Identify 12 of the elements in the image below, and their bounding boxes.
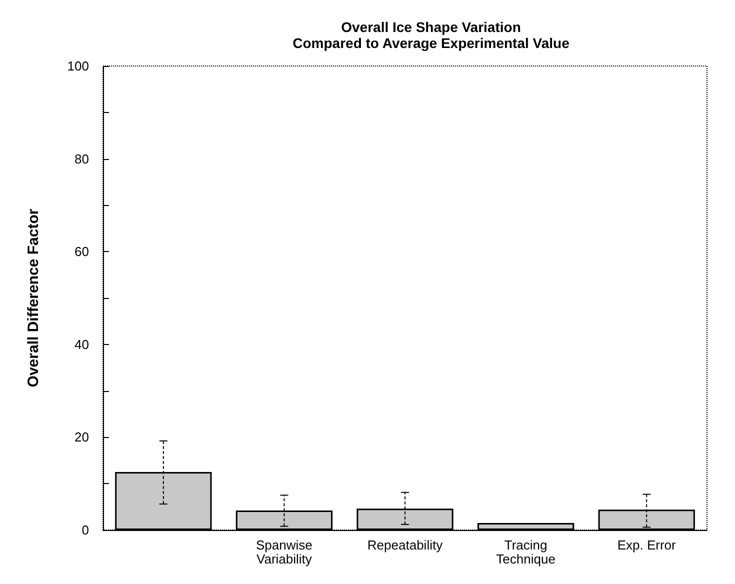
x-tick-label: Repeatability <box>367 538 444 552</box>
x-tick-label: Spanwise Variability <box>256 538 312 566</box>
x-tick-label: Tracing Technique <box>496 538 556 566</box>
y-axis-title: Overall Difference Factor <box>25 208 42 388</box>
y-tick-label: 20 <box>74 430 89 445</box>
y-tick-label: 0 <box>82 522 89 538</box>
chart-title: Overall Ice Shape Variation Compared to Average Experimental Value <box>292 19 570 51</box>
y-tick-label: 40 <box>74 336 89 352</box>
y-tick-label: 80 <box>74 151 89 166</box>
y-tick-label: 60 <box>74 244 89 260</box>
x-tick-label: Exp. Error <box>617 538 677 552</box>
y-tick-label: 100 <box>67 58 89 74</box>
